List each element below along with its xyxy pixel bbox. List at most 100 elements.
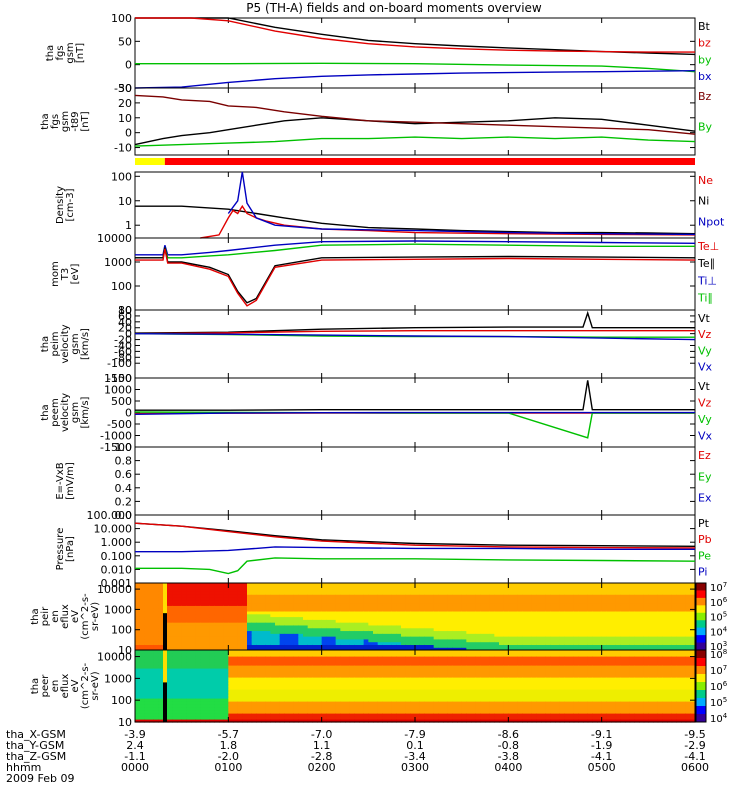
spectrogram-cell bbox=[275, 650, 280, 654]
legend-entry: Vt bbox=[698, 312, 711, 325]
spectrogram-cell bbox=[336, 583, 341, 586]
series-line-Vt bbox=[135, 380, 695, 410]
spectrogram-cell bbox=[247, 583, 252, 586]
spectrogram-cell bbox=[294, 650, 299, 654]
legend-entry: Pe bbox=[698, 549, 711, 562]
legend-entry: Pt bbox=[698, 517, 710, 530]
spectrogram-cell bbox=[322, 650, 327, 654]
spectrogram-cell bbox=[415, 650, 420, 654]
y-axis-label: [km/s] bbox=[80, 328, 91, 360]
spectrogram-cell bbox=[154, 583, 159, 586]
spectrogram-cell bbox=[443, 650, 448, 654]
y-tick-label: 100 bbox=[111, 280, 132, 293]
spectrogram-cell bbox=[135, 583, 140, 586]
spectrogram-cell bbox=[326, 583, 331, 586]
spectrogram-cell bbox=[681, 583, 686, 586]
spectrogram-cell bbox=[340, 650, 345, 654]
spectrogram-cell bbox=[242, 583, 247, 586]
legend-entry: Ni bbox=[698, 195, 709, 208]
spectrogram-cell bbox=[196, 583, 201, 586]
spectrogram-cell bbox=[616, 583, 621, 586]
spectrogram-cell bbox=[214, 583, 219, 586]
legend-entry: Ti⊥ bbox=[697, 274, 717, 287]
spectrogram-cell bbox=[490, 583, 495, 586]
panel-frame bbox=[135, 447, 695, 515]
flag-bar-segment bbox=[165, 158, 695, 165]
y-tick-label: 50 bbox=[118, 35, 132, 48]
spectrogram-cell bbox=[364, 650, 369, 654]
series-line-Bz bbox=[135, 95, 695, 134]
spectrogram-cell bbox=[326, 650, 331, 654]
spectrogram-cell bbox=[522, 583, 527, 586]
y-tick-label: 10000 bbox=[97, 232, 132, 245]
legend-entry: by bbox=[698, 53, 712, 66]
spectrogram-cell bbox=[182, 583, 187, 586]
spectrogram-cell bbox=[284, 650, 289, 654]
y-tick-label: 100 bbox=[111, 12, 132, 25]
spectrogram-cell bbox=[406, 583, 411, 586]
spectrogram-cell bbox=[620, 583, 625, 586]
colorbar-segment bbox=[696, 643, 706, 651]
spectrogram-cell bbox=[494, 583, 499, 586]
spectrogram-cell bbox=[471, 583, 476, 586]
legend-entry: Npot bbox=[698, 215, 725, 228]
spectrogram-cell bbox=[219, 583, 224, 586]
spectrogram-cell bbox=[378, 650, 383, 654]
spectrogram-cell bbox=[196, 650, 201, 654]
spectrogram-cell bbox=[686, 583, 691, 586]
spectrogram-cell bbox=[541, 583, 546, 586]
spectrogram-cell bbox=[438, 583, 443, 586]
y-tick-label: 1000 bbox=[104, 603, 132, 616]
spectrogram-cell bbox=[140, 583, 145, 586]
legend-entry: bx bbox=[698, 70, 712, 83]
spectrogram-cell bbox=[401, 583, 406, 586]
y-tick-label: 0.100 bbox=[101, 550, 133, 563]
y-tick-label: -10 bbox=[114, 142, 132, 155]
spectrogram-cell bbox=[238, 650, 243, 654]
spectrogram-cell bbox=[266, 650, 271, 654]
legend-entry: Bt bbox=[698, 20, 711, 33]
y-tick-label: 0.2 bbox=[115, 495, 133, 508]
spectrogram-cell bbox=[508, 583, 513, 586]
spectrogram-cell bbox=[485, 583, 490, 586]
y-tick-label: 100.000 bbox=[87, 509, 133, 522]
colorbar-segment bbox=[696, 635, 706, 643]
flag-bar-segment bbox=[135, 158, 165, 165]
spectrogram-cell bbox=[532, 583, 537, 586]
spectrogram-cell bbox=[634, 583, 639, 586]
spectrogram-cell bbox=[364, 583, 369, 586]
spectrogram-cell bbox=[676, 583, 681, 586]
spectrogram-cell bbox=[154, 650, 159, 654]
spectrogram-cell bbox=[625, 583, 630, 586]
spectrogram-cell bbox=[280, 583, 285, 586]
spectrogram-cell bbox=[336, 650, 341, 654]
spectrogram-cell bbox=[574, 583, 579, 586]
spectrogram-cell bbox=[303, 650, 308, 654]
series-line-by bbox=[135, 63, 695, 71]
y-axis-label: sr-eV) bbox=[90, 602, 101, 631]
spectrogram-cell bbox=[564, 583, 569, 586]
spectrogram-cell bbox=[578, 583, 583, 586]
spectrogram-cell bbox=[345, 650, 350, 654]
panel-frame bbox=[135, 238, 695, 310]
spectrogram-cell bbox=[289, 650, 294, 654]
y-tick-label: 10000 bbox=[97, 583, 132, 596]
spectrogram-cell bbox=[480, 583, 485, 586]
legend-entry: Ez bbox=[698, 449, 711, 462]
spectrogram-cell bbox=[667, 583, 672, 586]
spectrogram-cell bbox=[331, 583, 336, 586]
spectrogram-cell bbox=[420, 583, 425, 586]
y-tick-label: 0.010 bbox=[101, 563, 133, 576]
legend-entry: Vy bbox=[698, 413, 712, 426]
spectrogram-cell bbox=[368, 650, 373, 654]
spectrogram-cell bbox=[284, 583, 289, 586]
spectrogram-cell bbox=[168, 583, 173, 586]
colorbar-segment bbox=[696, 583, 706, 591]
spectrogram-cell bbox=[583, 583, 588, 586]
spectrogram-cell bbox=[158, 583, 163, 586]
spectrogram-cell bbox=[648, 583, 653, 586]
series-line-Pe bbox=[135, 558, 695, 574]
spectrogram-cell bbox=[135, 650, 140, 654]
spectrogram-cell bbox=[270, 583, 275, 586]
